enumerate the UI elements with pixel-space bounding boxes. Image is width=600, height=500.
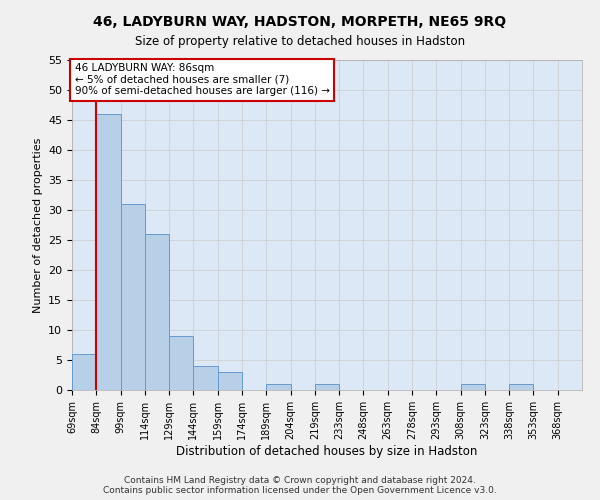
Text: Size of property relative to detached houses in Hadston: Size of property relative to detached ho… — [135, 35, 465, 48]
Text: 46 LADYBURN WAY: 86sqm
← 5% of detached houses are smaller (7)
90% of semi-detac: 46 LADYBURN WAY: 86sqm ← 5% of detached … — [74, 64, 329, 96]
Bar — [193, 366, 218, 390]
Bar — [121, 204, 145, 390]
Bar — [72, 354, 96, 390]
Bar — [96, 114, 121, 390]
Text: Contains HM Land Registry data © Crown copyright and database right 2024.
Contai: Contains HM Land Registry data © Crown c… — [103, 476, 497, 495]
Y-axis label: Number of detached properties: Number of detached properties — [32, 138, 43, 312]
Bar — [169, 336, 193, 390]
Bar — [315, 384, 339, 390]
Text: 46, LADYBURN WAY, HADSTON, MORPETH, NE65 9RQ: 46, LADYBURN WAY, HADSTON, MORPETH, NE65… — [94, 15, 506, 29]
Bar — [509, 384, 533, 390]
Bar — [218, 372, 242, 390]
X-axis label: Distribution of detached houses by size in Hadston: Distribution of detached houses by size … — [176, 444, 478, 458]
Bar — [461, 384, 485, 390]
Bar — [266, 384, 290, 390]
Bar — [145, 234, 169, 390]
